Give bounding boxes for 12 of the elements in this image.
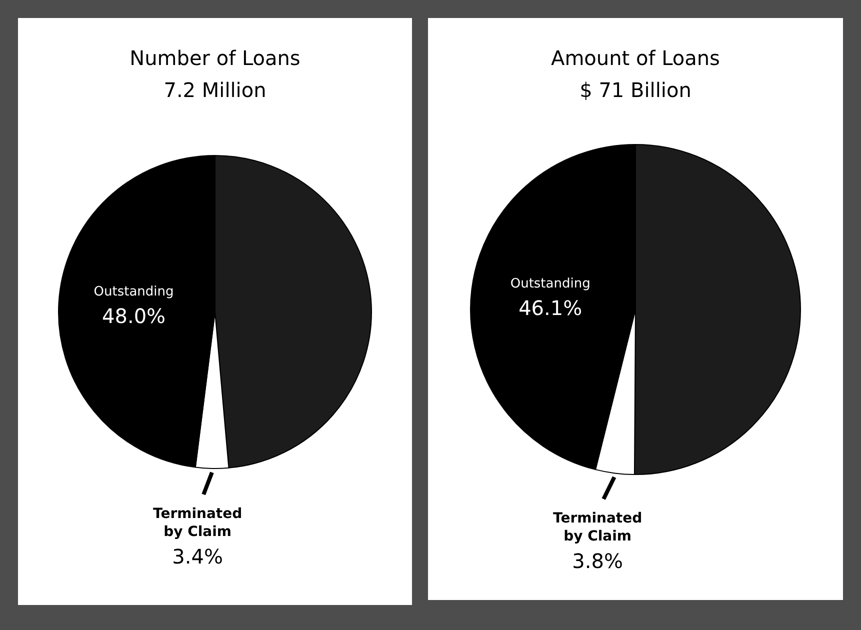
data-label: 48.0% bbox=[102, 304, 166, 328]
chart-subtitle: $ 71 Billion bbox=[580, 78, 692, 102]
slice-label: Terminated by Claim bbox=[553, 510, 642, 545]
chart-title: Amount of Loans bbox=[551, 46, 720, 70]
slice-label: Outstanding bbox=[510, 276, 590, 292]
chart-subtitle: 7.2 Million bbox=[164, 78, 266, 102]
slice-label: Terminated by Claim bbox=[153, 506, 242, 540]
chart-title: Number of Loans bbox=[130, 46, 300, 70]
data-label: 3.4% bbox=[172, 544, 223, 569]
data-label: 46.1% bbox=[518, 296, 582, 320]
data-label: 3.8% bbox=[572, 549, 623, 574]
slice-label: Outstanding bbox=[94, 284, 174, 300]
